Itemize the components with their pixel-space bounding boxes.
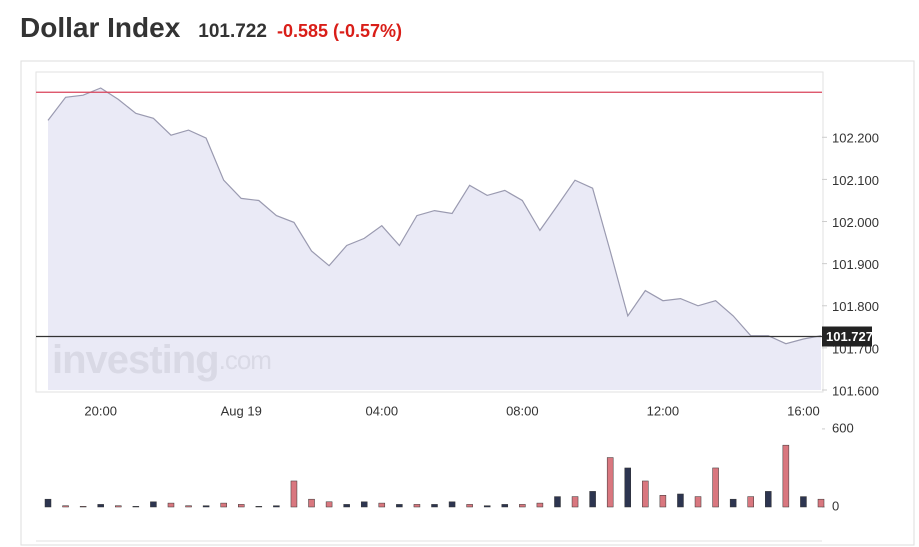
price-change: -0.585 (-0.57%)	[276, 21, 403, 41]
volume-bar	[343, 504, 350, 508]
volume-bar	[642, 480, 649, 508]
volume-bar	[817, 498, 825, 508]
volume-bar	[483, 505, 491, 508]
volume-bar	[554, 496, 561, 508]
volume-bar	[185, 505, 192, 508]
volume-bar	[606, 457, 614, 508]
x-tick-label: 08:00	[506, 403, 539, 418]
volume-bar	[413, 504, 421, 508]
x-tick-label: 12:00	[647, 403, 680, 418]
volume-bar	[325, 501, 333, 508]
volume-bar	[115, 505, 122, 508]
y-tick-label: 101.600	[832, 383, 879, 398]
volume-bar	[571, 496, 579, 508]
current-price-label: 101.727	[826, 329, 873, 344]
volume-bar	[97, 504, 104, 508]
volume-bar	[747, 496, 754, 508]
volume-bar	[431, 504, 438, 508]
last-price: 101.722	[198, 21, 267, 42]
volume-bar	[62, 505, 69, 508]
volume-bar	[782, 444, 790, 508]
current-price-tag	[822, 326, 872, 347]
x-tick-label: Aug 19	[221, 403, 262, 418]
x-tick-label: 16:00	[787, 403, 820, 418]
volume-bar	[519, 504, 526, 508]
volume-bar	[167, 502, 175, 508]
volume-bar	[589, 491, 596, 508]
y-tick-label: 600	[832, 420, 854, 435]
title: Dollar Index	[20, 12, 181, 43]
volume-bar	[624, 467, 631, 508]
volume-bar	[501, 504, 509, 508]
y-tick-label: 101.900	[832, 257, 879, 272]
y-tick-label: 102.200	[832, 131, 879, 146]
volume-bar	[536, 502, 544, 508]
price-area	[48, 88, 821, 390]
volume-bar	[290, 480, 298, 508]
chart-frame	[20, 60, 915, 546]
volume-bar	[712, 467, 719, 508]
volume-bar	[800, 496, 807, 508]
volume-bar	[255, 506, 263, 508]
volume-bar	[448, 501, 456, 508]
volume-bar	[466, 504, 473, 508]
volume-bar	[202, 505, 210, 508]
price-line	[47, 87, 822, 345]
volume-bar	[238, 504, 245, 508]
y-tick-label: 101.800	[832, 299, 879, 314]
volume-bar	[729, 498, 737, 508]
volume-bar	[378, 502, 386, 508]
volume-bar	[150, 501, 157, 508]
y-tick-label: 102.100	[832, 173, 879, 188]
y-tick-label: 0	[832, 498, 839, 513]
header: Dollar Index 101.722 -0.585 (-0.57%)	[20, 12, 402, 44]
volume-bar	[659, 495, 667, 508]
volume-bar	[308, 498, 315, 508]
volume-bar	[220, 502, 227, 508]
x-tick-label: 04:00	[366, 403, 399, 418]
volume-bar	[132, 506, 140, 508]
volume-bar	[360, 501, 368, 508]
volume-bar	[396, 504, 403, 508]
volume-bar	[44, 498, 52, 508]
x-tick-label: 20:00	[84, 403, 117, 418]
volume-bar	[273, 505, 280, 508]
volume-bar	[694, 496, 702, 508]
volume-bar	[765, 491, 772, 508]
volume-bar	[677, 493, 684, 508]
volume-bar	[79, 506, 87, 508]
y-tick-label: 102.000	[832, 215, 879, 230]
